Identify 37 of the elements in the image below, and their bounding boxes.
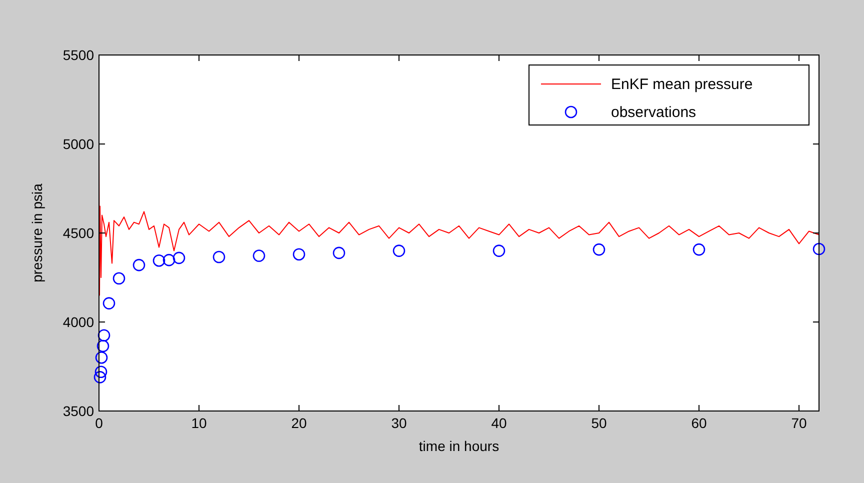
point [95, 351, 108, 364]
point [492, 244, 506, 257]
x-tick-label: 70 [791, 415, 807, 431]
y-tick-label: 4000 [62, 314, 94, 330]
point [292, 248, 306, 261]
point [102, 297, 116, 310]
point [98, 329, 110, 342]
point [332, 246, 346, 260]
point [152, 254, 166, 267]
point [94, 366, 108, 378]
point [162, 254, 176, 266]
point [96, 340, 110, 352]
point [392, 244, 406, 257]
x-tick-label: 60 [691, 415, 707, 431]
point [692, 243, 706, 256]
point [94, 371, 106, 384]
point [212, 250, 226, 264]
point [132, 258, 146, 272]
x-tick-label: 20 [291, 415, 307, 431]
legend-label: observations [611, 104, 696, 121]
point [252, 250, 266, 262]
point [172, 252, 186, 264]
y-axis-title: pressure in psia [29, 183, 45, 282]
x-tick-label: 30 [391, 415, 407, 431]
y-tick-label: 5000 [62, 136, 94, 152]
point [812, 242, 826, 256]
x-tick-label: 0 [95, 415, 104, 431]
x-tick-label: 40 [491, 415, 507, 431]
x-axis-title: time in hours [418, 438, 500, 454]
y-tick-label: 4500 [62, 225, 94, 241]
point [592, 243, 606, 256]
point [112, 272, 126, 285]
y-tick-label: 5500 [62, 47, 94, 63]
x-tick-label: 10 [191, 415, 207, 431]
x-tick-label: 50 [591, 415, 607, 431]
legend-label: EnKF mean pressure [611, 76, 753, 93]
y-tick-label: 3500 [62, 403, 94, 419]
